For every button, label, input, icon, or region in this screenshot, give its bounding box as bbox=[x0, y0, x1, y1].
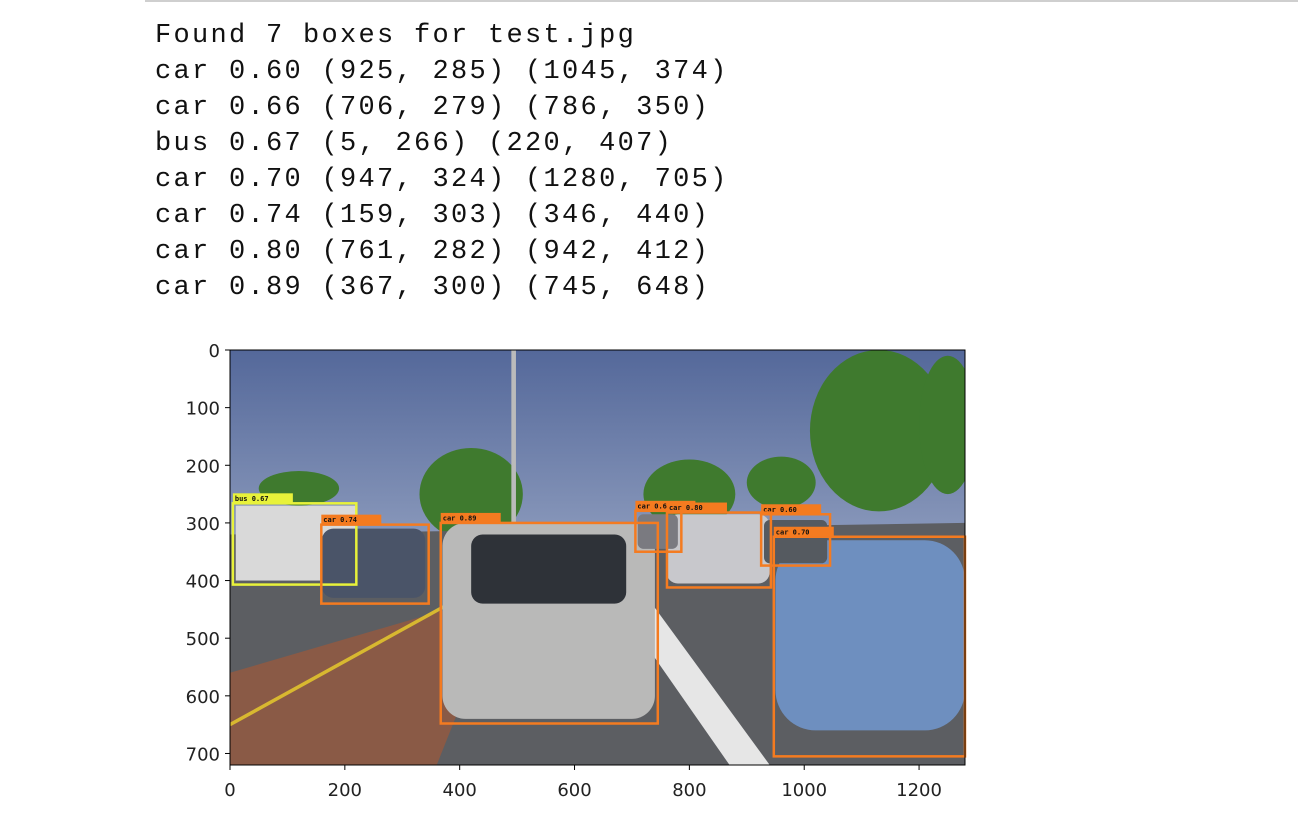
detection-tag-bg bbox=[635, 500, 696, 511]
output-line: car 0.70 (947, 324) (1280, 705) bbox=[155, 165, 729, 195]
x-tick-label: 200 bbox=[328, 780, 362, 801]
y-tick-label: 200 bbox=[186, 456, 220, 477]
text-output: Found 7 boxes for test.jpg car 0.60 (925,… bbox=[155, 21, 729, 303]
detection-box bbox=[665, 511, 773, 589]
detection-tag-bg bbox=[773, 526, 834, 537]
detection-tag-bg bbox=[440, 512, 501, 523]
detection-tag: car 0.70 bbox=[776, 528, 810, 536]
y-tick-label: 100 bbox=[186, 399, 220, 420]
detection-tag-bg bbox=[232, 493, 293, 504]
detection-tag-bg bbox=[321, 514, 382, 525]
detection-tag: car 0.74 bbox=[323, 516, 357, 524]
y-tick-label: 0 bbox=[209, 341, 220, 362]
axes: 0 200 400 600 800 1000 1200 0 100 200 300 400 500 600… bbox=[186, 341, 942, 801]
y-tick-label: 300 bbox=[186, 514, 220, 535]
output-line: car 0.74 (159, 303) (346, 440) bbox=[155, 201, 710, 231]
output-line: bus 0.67 (5, 266) (220, 407) bbox=[155, 129, 673, 159]
x-tick-label: 600 bbox=[557, 780, 591, 801]
detection-box bbox=[231, 502, 358, 586]
detection-tag: car 0.80 bbox=[669, 504, 703, 512]
x-tick-label: 1200 bbox=[896, 780, 942, 801]
detections: car 0.60 car 0.66 bus 0.67 car 0.70 car 0.74… bbox=[231, 493, 967, 758]
detection-tag: car 0.60 bbox=[763, 506, 797, 514]
x-tick-label: 400 bbox=[443, 780, 477, 801]
detection-tag: car 0.66 bbox=[637, 502, 671, 510]
output-line: car 0.89 (367, 300) (745, 648) bbox=[155, 273, 710, 303]
y-tick-label: 600 bbox=[186, 687, 220, 708]
output-line: car 0.66 (706, 279) (786, 350) bbox=[155, 93, 710, 123]
y-tick-label: 400 bbox=[186, 572, 220, 593]
output-line: car 0.80 (761, 282) (942, 412) bbox=[155, 237, 710, 267]
y-tick-label: 500 bbox=[186, 629, 220, 650]
detection-tag: bus 0.67 bbox=[235, 495, 269, 503]
output-line: Found 7 boxes for test.jpg bbox=[155, 21, 636, 51]
output-line: car 0.60 (925, 285) (1045, 374) bbox=[155, 57, 729, 87]
x-tick-label: 0 bbox=[224, 780, 235, 801]
detection-tag: car 0.89 bbox=[443, 514, 477, 522]
photo bbox=[230, 350, 965, 765]
x-tick-label: 1000 bbox=[781, 780, 827, 801]
detection-tag-bg bbox=[761, 504, 822, 515]
axes-frame bbox=[229, 349, 966, 766]
detection-box bbox=[439, 521, 660, 725]
detection-tag-bg bbox=[666, 502, 727, 513]
y-tick-label: 700 bbox=[186, 744, 220, 765]
x-tick-label: 800 bbox=[672, 780, 706, 801]
